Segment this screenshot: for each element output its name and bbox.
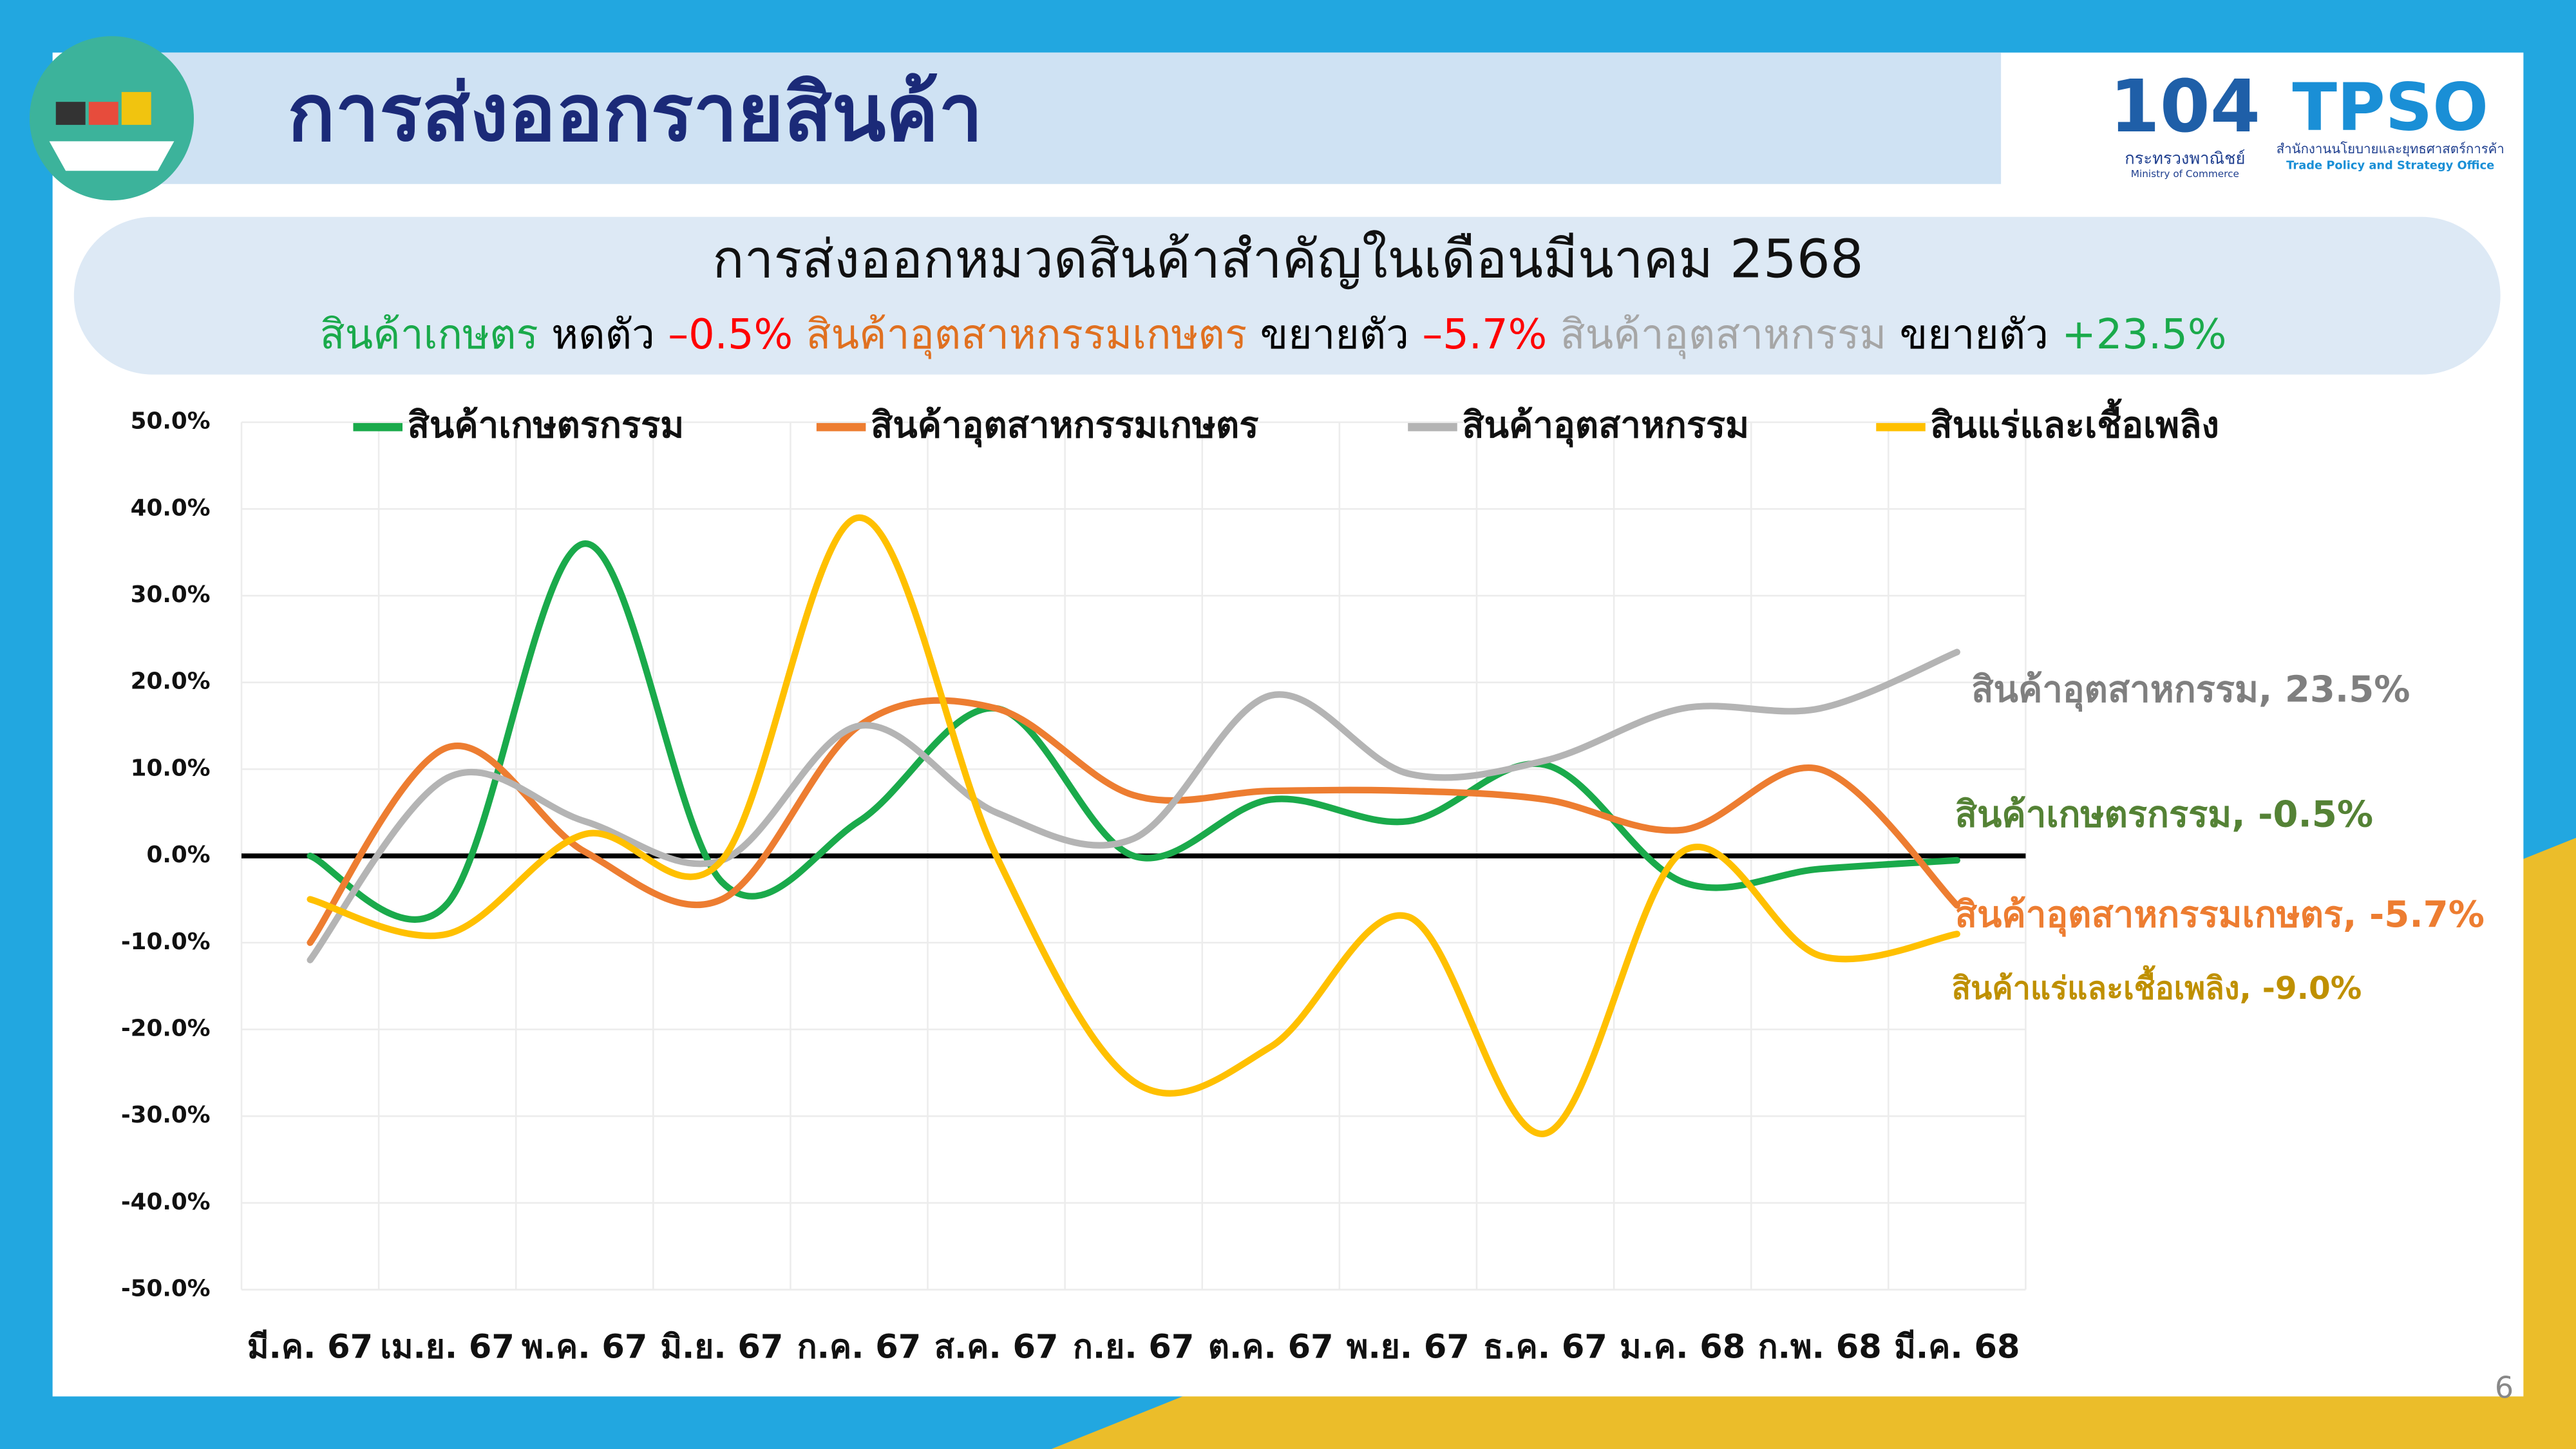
logo-tpso-th: สำนักงานนโยบายและยุทธศาสตร์การค้า xyxy=(2277,141,2505,157)
end-label: สินค้าอุตสาหกรรม, 23.5% xyxy=(1971,669,2410,712)
cargo-icon xyxy=(55,102,86,125)
legend-label: สินค้าอุตสาหกรรม xyxy=(1462,404,1749,448)
page-title: การส่งออกรายสินค้า xyxy=(287,66,983,158)
legend-label: สินค้าเกษตรกรรม xyxy=(408,404,685,446)
summary-segment: ขยายตัว xyxy=(1260,311,1409,359)
y-tick-label: 10.0% xyxy=(131,755,211,781)
summary-segment: สินค้าอุตสาหกรรม xyxy=(1560,311,1887,359)
summary-segment: หดตัว xyxy=(551,311,655,359)
cargo-icon xyxy=(121,91,151,125)
y-tick-label: 50.0% xyxy=(131,408,211,435)
y-tick-label: 0.0% xyxy=(146,842,210,868)
logo-ministry-th: กระทรวงพาณิชย์ xyxy=(2125,149,2245,168)
x-tick-label: พ.ย. 67 xyxy=(1347,1328,1470,1366)
legend-label: สินค้าอุตสาหกรรมเกษตร xyxy=(871,404,1258,448)
y-tick-label: -50.0% xyxy=(121,1276,211,1302)
x-tick-label: ม.ค. 68 xyxy=(1620,1328,1745,1366)
header-bar xyxy=(123,52,2002,184)
logo-tpso: TPSO xyxy=(2292,69,2488,146)
x-tick-label: มิ.ย. 67 xyxy=(660,1328,783,1366)
summary-line: สินค้าเกษตร หดตัว –0.5% สินค้าอุตสาหกรรมเกษ… xyxy=(320,311,2227,359)
series-line xyxy=(307,514,1960,1137)
series-line xyxy=(307,697,1960,946)
y-tick-label: 30.0% xyxy=(131,582,211,608)
x-tick-label: ต.ค. 67 xyxy=(1208,1328,1334,1366)
y-tick-label: -30.0% xyxy=(121,1102,211,1128)
y-tick-label: 20.0% xyxy=(131,668,211,695)
x-tick-label: ก.ค. 67 xyxy=(797,1328,922,1366)
x-tick-label: มี.ค. 68 xyxy=(1894,1328,2020,1366)
x-tick-label: มี.ค. 67 xyxy=(247,1328,373,1366)
x-tick-label: ธ.ค. 67 xyxy=(1483,1328,1607,1366)
summary-segment: –0.5% xyxy=(668,311,793,359)
end-label: สินค้าแร่และเชื้อเพลิง, -9.0% xyxy=(1952,965,2362,1007)
series-line xyxy=(307,649,1960,963)
summary-segment: สินค้าอุตสาหกรรมเกษตร xyxy=(806,311,1247,359)
x-tick-label: ก.ย. 67 xyxy=(1073,1328,1194,1366)
summary-segment: สินค้าเกษตร xyxy=(320,311,538,359)
end-label: สินค้าเกษตรกรรม, -0.5% xyxy=(1955,793,2373,835)
y-tick-label: -10.0% xyxy=(121,929,211,955)
page-number: 6 xyxy=(2495,1370,2514,1405)
end-label: สินค้าอุตสาหกรรมเกษตร, -5.7% xyxy=(1955,894,2485,937)
x-tick-label: เม.ย. 67 xyxy=(380,1328,514,1366)
cargo-icon xyxy=(88,102,118,125)
y-tick-label: -20.0% xyxy=(121,1015,211,1041)
series-line xyxy=(307,540,1960,923)
summary-segment: –5.7% xyxy=(1422,311,1547,359)
x-tick-label: ส.ค. 67 xyxy=(934,1328,1059,1366)
logo-ministry-en: Ministry of Commerce xyxy=(2131,168,2239,180)
x-tick-label: พ.ค. 67 xyxy=(522,1328,647,1366)
x-tick-label: ก.พ. 68 xyxy=(1758,1328,1882,1366)
logo-number: 104 xyxy=(2110,65,2260,149)
y-tick-label: -40.0% xyxy=(121,1189,211,1215)
logo-tpso-en: Trade Policy and Strategy Office xyxy=(2286,159,2494,173)
ship-icon xyxy=(49,141,175,171)
summary-segment: ขยายตัว xyxy=(1900,311,2049,359)
summary-segment: +23.5% xyxy=(2061,311,2226,359)
summary-title: การส่งออกหมวดสินค้าสำคัญในเดือนมีนาคม 25… xyxy=(712,229,1863,290)
y-tick-label: 40.0% xyxy=(131,495,211,521)
summary-box xyxy=(73,216,2501,375)
legend-label: สินแร่และเชื้อเพลิง xyxy=(1930,398,2219,446)
